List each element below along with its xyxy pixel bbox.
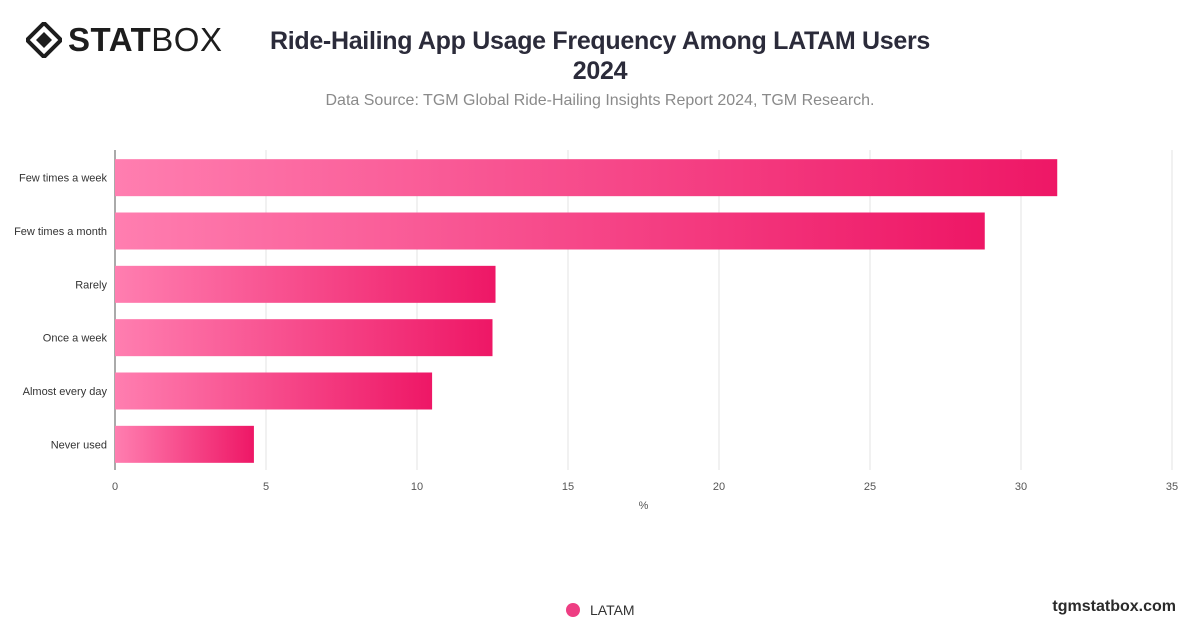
x-tick-label: 10 (411, 481, 423, 493)
bar[interactable] (115, 212, 985, 250)
x-tick-label: 20 (713, 481, 725, 493)
y-category-label: Once a week (43, 333, 108, 345)
chart-title: Ride-Hailing App Usage Frequency Among L… (269, 27, 931, 85)
x-tick-label: 35 (1166, 481, 1178, 493)
x-tick-label: 5 (263, 481, 269, 493)
bar[interactable] (115, 319, 493, 357)
bar[interactable] (115, 372, 433, 410)
x-tick-label: 30 (1015, 481, 1027, 493)
legend-marker (566, 603, 580, 617)
y-category-label: Few times a week (19, 173, 108, 185)
legend-label: LATAM (590, 602, 635, 618)
y-category-label: Almost every day (23, 386, 108, 398)
chart-legend[interactable]: LATAM (566, 602, 635, 618)
logo-wordmark: STATBOX (68, 22, 222, 58)
statbox-diamond-icon (26, 22, 62, 58)
y-category-label: Never used (51, 439, 107, 451)
y-category-label: Few times a month (14, 226, 107, 238)
statbox-logo: STATBOX (26, 22, 222, 58)
bar[interactable] (115, 265, 496, 303)
x-axis-label: % (639, 500, 649, 512)
logo-text-bold: STAT (68, 21, 152, 58)
bar[interactable] (115, 159, 1058, 197)
x-tick-label: 25 (864, 481, 876, 493)
x-tick-label: 0 (112, 481, 118, 493)
y-category-label: Rarely (75, 279, 107, 291)
x-tick-label: 15 (562, 481, 574, 493)
logo-text-regular: BOX (151, 21, 223, 58)
watermark: tgmstatbox.com (1052, 598, 1176, 615)
chart-subtitle: Data Source: TGM Global Ride-Hailing Ins… (325, 92, 875, 109)
bar[interactable] (115, 425, 254, 463)
